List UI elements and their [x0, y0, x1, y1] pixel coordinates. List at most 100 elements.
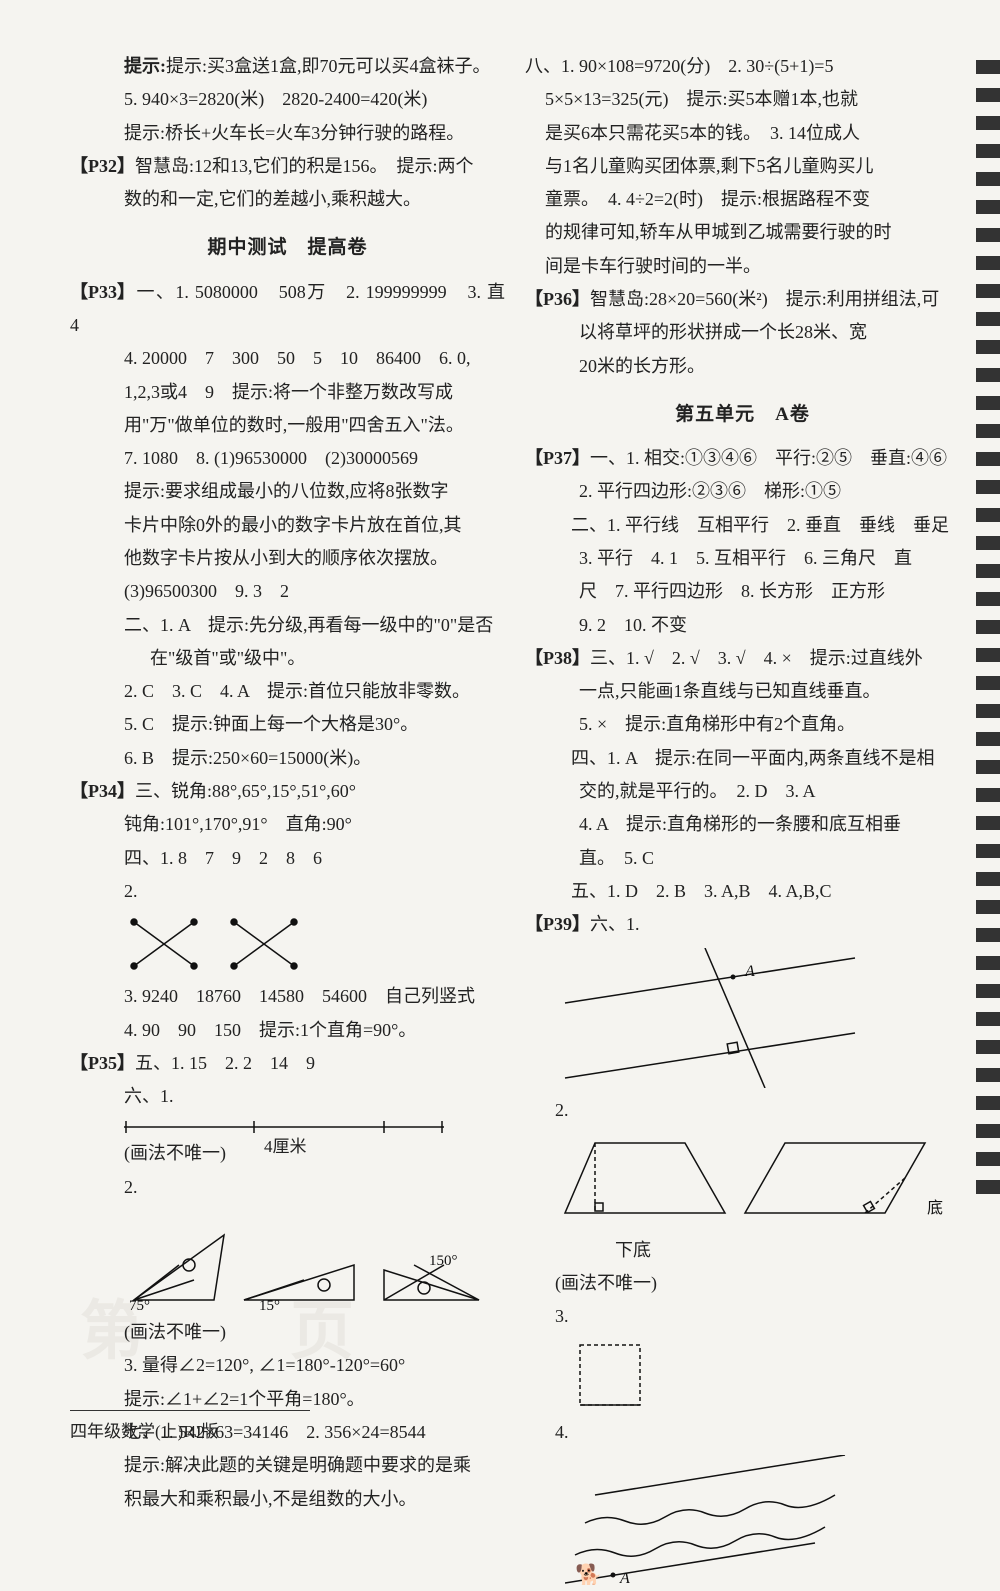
point-label: A — [619, 1570, 630, 1585]
text-line: 在"级首"或"级中"。 — [70, 642, 505, 675]
text-line: 用"万"做单位的数时,一般用"四舍五入"法。 — [70, 409, 505, 442]
text-line: 与1名儿童购买团体票,剩下5名儿童购买儿 — [525, 150, 960, 183]
text-line: 积最大和乘积最小,不是组数的大小。 — [70, 1483, 505, 1516]
text-line: 2. — [70, 875, 505, 908]
txt: 智慧岛:12和13,它们的积是156。 提示:两个 — [135, 156, 474, 176]
text-line: 提示:解决此题的关键是明确题中要求的是乘 — [70, 1449, 505, 1482]
text-line: 7. 1080 8. (1)96530000 (2)30000569 — [70, 442, 505, 475]
text-line: 【P32】智慧岛:12和13,它们的积是156。 提示:两个 — [70, 150, 505, 183]
text-line: 是买6本只需花买5本的钱。 3. 14位成人 — [525, 117, 960, 150]
txt: 提示:买3盒送1盒,即70元可以买4盒袜子。 — [166, 56, 491, 76]
text-line: 5. C 提示:钟面上每一个大格是30°。 — [70, 708, 505, 741]
txt: 一、1. 5080000 508万 2. 199999999 3. 直 4 — [70, 282, 523, 335]
text-line: 2. C 3. C 4. A 提示:首位只能放非零数。 — [70, 675, 505, 708]
page-ref: 【P39】 — [525, 908, 590, 941]
text-line: (3)96500300 9. 3 2 — [70, 575, 505, 608]
right-column: 八、1. 90×108=9720(分) 2. 30÷(5+1)=5 5×5×13… — [525, 50, 960, 1591]
point-label: A — [744, 963, 755, 980]
text-line: 卡片中除0外的最小的数字卡片放在首位,其 — [70, 509, 505, 542]
text-line: 【P35】五、1. 15 2. 2 14 9 — [70, 1047, 505, 1080]
label-di: 底 — [927, 1199, 943, 1217]
text-line: (画法不唯一) — [70, 1316, 505, 1349]
text-line: (画法不唯一) — [525, 1267, 960, 1300]
page-ref: 【P34】 — [70, 775, 135, 808]
text-line: 童票。 4. 4÷2=2(时) 提示:根据路程不变 — [525, 183, 960, 216]
wavy-parallel-diagram: 🐕 A — [565, 1455, 960, 1585]
text-line: 二、1. 平行线 互相平行 2. 垂直 垂线 垂足 — [525, 509, 960, 542]
text-line: 20米的长方形。 — [525, 350, 960, 383]
text-line: 4. 20000 7 300 50 5 10 86400 6. 0, — [70, 342, 505, 375]
text-line: 【P37】一、1. 相交:①③④⑥ 平行:②⑤ 垂直:④⑥ — [525, 442, 960, 475]
text-line: 八、1. 90×108=9720(分) 2. 30÷(5+1)=5 — [525, 50, 960, 83]
page-ref: 【P37】 — [525, 442, 590, 475]
text-line: 5. × 提示:直角梯形中有2个直角。 — [525, 708, 960, 741]
cross-diagram — [124, 914, 505, 974]
section-title-unit5: 第五单元 A卷 — [525, 397, 960, 432]
parallel-perpendicular-diagram: A — [555, 948, 960, 1088]
txt: 智慧岛:28×20=560(米²) 提示:利用拼组法,可 — [590, 289, 939, 309]
text-line: 3. 平行 4. 1 5. 互相平行 6. 三角尺 直 — [525, 542, 960, 575]
text-line: 一点,只能画1条直线与已知直线垂直。 — [525, 675, 960, 708]
text-line: 【P33】一、1. 5080000 508万 2. 199999999 3. 直… — [70, 276, 505, 343]
left-column: 提示:提示:买3盒送1盒,即70元可以买4盒袜子。 5. 940×3=2820(… — [70, 50, 505, 1591]
text-line: 六、1. — [70, 1080, 505, 1113]
txt: 五、1. 15 2. 2 14 9 — [135, 1053, 315, 1073]
text-line: 直。 5. C — [525, 842, 960, 875]
text-line: 【P38】三、1. √ 2. √ 3. √ 4. × 提示:过直线外 — [525, 642, 960, 675]
section-title-midterm: 期中测试 提高卷 — [70, 230, 505, 265]
page-content: 提示:提示:买3盒送1盒,即70元可以买4盒袜子。 5. 940×3=2820(… — [0, 0, 1000, 1591]
text-line: 1,2,3或4 9 提示:将一个非整万数改写成 — [70, 376, 505, 409]
text-line: 2. — [70, 1171, 505, 1204]
text-line: 的规律可知,轿车从甲城到乙城需要行驶的时 — [525, 216, 960, 249]
text-line: 5×5×13=325(元) 提示:买5本赠1本,也就 — [525, 83, 960, 116]
text-line: 五、1. D 2. B 3. A,B 4. A,B,C — [525, 875, 960, 908]
text-line: 间是卡车行驶时间的一半。 — [525, 250, 960, 283]
square-diagram — [575, 1340, 960, 1410]
text-line: 9. 2 10. 不变 — [525, 609, 960, 642]
txt: 一、1. 相交:①③④⑥ 平行:②⑤ 垂直:④⑥ — [590, 448, 947, 468]
angle-triangles-diagram: 75° 15° 150° — [124, 1210, 505, 1310]
text-line: 3. — [525, 1300, 960, 1333]
txt: 三、1. √ 2. √ 3. √ 4. × 提示:过直线外 — [590, 648, 923, 668]
text-line: 二、1. A 提示:先分级,再看每一级中的"0"是否 — [70, 609, 505, 642]
text-line: 4. — [525, 1416, 960, 1449]
page-ref: 【P35】 — [70, 1047, 135, 1080]
page-ref: 【P38】 — [525, 642, 590, 675]
text-line: 【P34】三、锐角:88°,65°,15°,51°,60° — [70, 775, 505, 808]
text-line: 6. B 提示:250×60=15000(米)。 — [70, 742, 505, 775]
page-ref: 【P33】 — [70, 276, 135, 309]
ruler-label: 4厘米 — [264, 1131, 307, 1162]
text-line: 提示:要求组成最小的八位数,应将8张数字 — [70, 475, 505, 508]
text-line: 四、1. 8 7 9 2 8 6 — [70, 842, 505, 875]
text-line: 4. A 提示:直角梯形的一条腰和底互相垂 — [525, 808, 960, 841]
text-line: 3. 量得∠2=120°, ∠1=180°-120°=60° — [70, 1349, 505, 1382]
page-ref: 【P32】 — [70, 150, 135, 183]
text-line: 提示:提示:买3盒送1盒,即70元可以买4盒袜子。 — [70, 50, 505, 83]
text-line: 数的和一定,它们的差越小,乘积越大。 — [70, 183, 505, 216]
text-line: 2. 平行四边形:②③⑥ 梯形:①⑤ — [525, 475, 960, 508]
txt: 三、锐角:88°,65°,15°,51°,60° — [135, 781, 356, 801]
text-line: 他数字卡片按从小到大的顺序依次摆放。 — [70, 542, 505, 575]
text-line: 3. 9240 18760 14580 54600 自己列竖式 — [70, 980, 505, 1013]
angle-label: 75° — [129, 1298, 150, 1310]
angle-label: 15° — [259, 1298, 280, 1310]
text-line: 5. 940×3=2820(米) 2820-2400=420(米) — [70, 83, 505, 116]
text-line: 钝角:101°,170°,91° 直角:90° — [70, 808, 505, 841]
text-line: 2. — [525, 1094, 960, 1127]
angle-label: 150° — [429, 1253, 458, 1269]
text-line: 提示:∠1+∠2=1个平角=180°。 — [70, 1383, 505, 1416]
txt: 六、1. — [590, 914, 640, 934]
text-line: 【P39】六、1. — [525, 908, 960, 941]
page-ref: 【P36】 — [525, 283, 590, 316]
text-line: 下底 — [525, 1234, 960, 1267]
text-line: 四、1. A 提示:在同一平面内,两条直线不是相 — [525, 742, 960, 775]
trapezoid-parallelogram-diagram: 底 — [555, 1133, 960, 1228]
ruler-diagram: 4厘米 — [124, 1119, 444, 1135]
text-line: 4. 90 90 150 提示:1个直角=90°。 — [70, 1014, 505, 1047]
dog-icon: 🐕 — [575, 1563, 602, 1585]
text-line: 尺 7. 平行四边形 8. 长方形 正方形 — [525, 575, 960, 608]
text-line: 以将草坪的形状拼成一个长28米、宽 — [525, 316, 960, 349]
text-line: 交的,就是平行的。 2. D 3. A — [525, 775, 960, 808]
text-line: 七、1. 542×63=34146 2. 356×24=8544 — [70, 1416, 505, 1449]
text-line: 【P36】智慧岛:28×20=560(米²) 提示:利用拼组法,可 — [525, 283, 960, 316]
